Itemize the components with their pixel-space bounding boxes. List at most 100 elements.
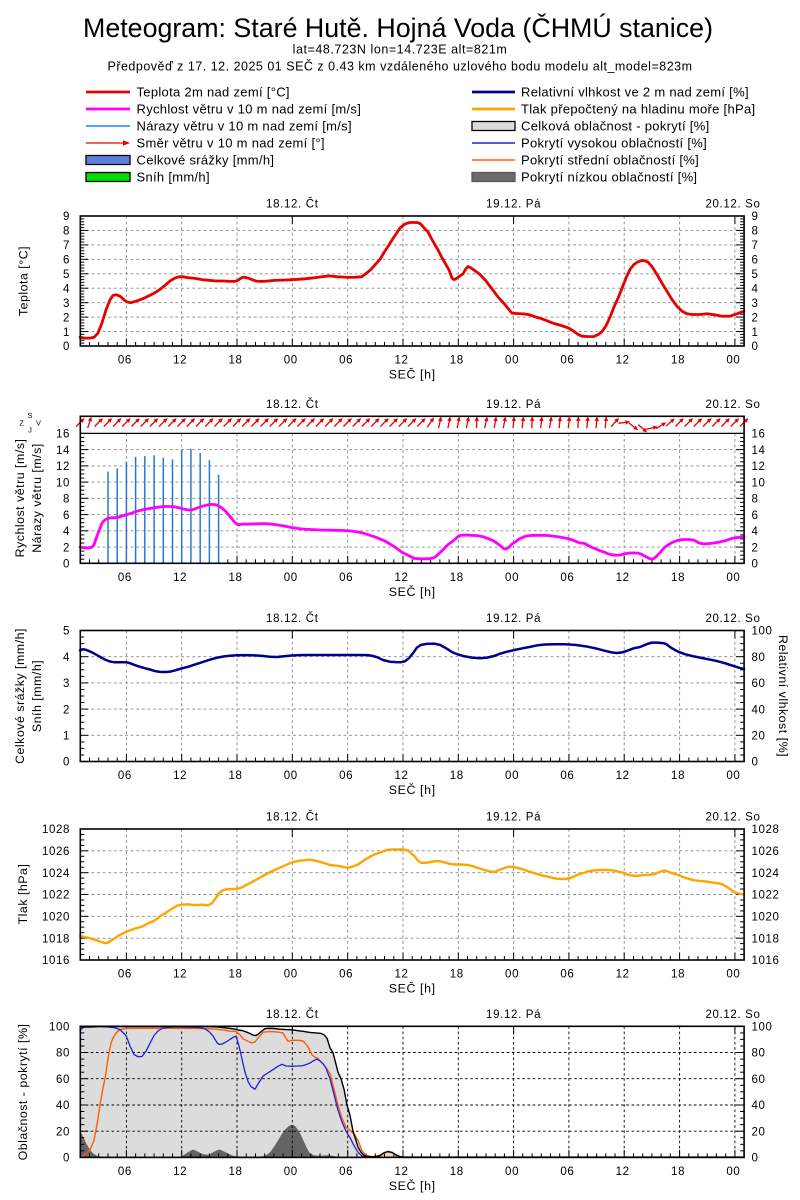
svg-text:06: 06	[560, 969, 574, 981]
svg-text:1028: 1028	[752, 824, 780, 836]
svg-text:6: 6	[752, 510, 759, 522]
svg-text:12: 12	[173, 969, 187, 981]
svg-text:Meteogram: Staré Hutě. Hojná V: Meteogram: Staré Hutě. Hojná Voda (ČHMÚ …	[83, 12, 713, 43]
svg-text:4: 4	[752, 283, 759, 295]
svg-text:0: 0	[63, 559, 70, 571]
svg-text:18: 18	[450, 355, 464, 367]
svg-text:18.12. Čt: 18.12. Čt	[266, 612, 319, 625]
svg-text:Relativní vlhkost ve 2 m nad z: Relativní vlhkost ve 2 m nad zemí [%]	[521, 85, 749, 100]
svg-text:00: 00	[284, 572, 298, 584]
svg-text:06: 06	[118, 572, 132, 584]
svg-text:Sníh [mm/h]: Sníh [mm/h]	[137, 170, 210, 185]
svg-text:12: 12	[752, 461, 766, 473]
svg-text:1022: 1022	[752, 890, 780, 902]
svg-text:80: 80	[752, 652, 766, 664]
svg-text:10: 10	[752, 477, 766, 489]
svg-text:06: 06	[560, 1166, 574, 1178]
svg-text:Oblačnost - pokrytí [%]: Oblačnost - pokrytí [%]	[16, 1024, 30, 1161]
svg-text:7: 7	[752, 240, 759, 252]
svg-text:SEČ [h]: SEČ [h]	[389, 782, 436, 797]
svg-text:40: 40	[752, 704, 766, 716]
svg-text:18: 18	[671, 572, 685, 584]
svg-text:Celkové srážky [mm/h]: Celkové srážky [mm/h]	[137, 153, 275, 168]
svg-text:Směr větru v 10 m nad zemí [°]: Směr větru v 10 m nad zemí [°]	[137, 136, 325, 151]
svg-text:lat=48.723N lon=14.723E alt=82: lat=48.723N lon=14.723E alt=821m	[293, 43, 508, 57]
svg-text:6: 6	[752, 255, 759, 267]
svg-text:19.12. Pá: 19.12. Pá	[486, 399, 541, 411]
svg-text:Celková oblačnost - pokrytí [%: Celková oblačnost - pokrytí [%]	[521, 119, 710, 134]
svg-text:40: 40	[752, 1100, 766, 1112]
svg-text:40: 40	[56, 1100, 70, 1112]
svg-text:12: 12	[616, 572, 630, 584]
svg-text:20.12. So: 20.12. So	[705, 613, 760, 625]
svg-text:06: 06	[118, 1166, 132, 1178]
svg-text:Teplota 2m nad zemí [°C]: Teplota 2m nad zemí [°C]	[137, 85, 290, 100]
svg-text:2: 2	[752, 542, 759, 554]
svg-text:18: 18	[671, 969, 685, 981]
svg-text:4: 4	[63, 283, 70, 295]
svg-text:SEČ [h]: SEČ [h]	[389, 367, 436, 382]
svg-text:12: 12	[616, 969, 630, 981]
svg-text:20: 20	[56, 1126, 70, 1138]
svg-text:18: 18	[228, 355, 242, 367]
svg-text:12: 12	[394, 1166, 408, 1178]
svg-text:18.12. Čt: 18.12. Čt	[266, 811, 319, 824]
svg-text:12: 12	[616, 1166, 630, 1178]
svg-text:18.12. Čt: 18.12. Čt	[266, 398, 319, 411]
svg-text:14: 14	[752, 445, 766, 457]
svg-text:06: 06	[339, 969, 353, 981]
svg-text:20.12. So: 20.12. So	[705, 199, 760, 211]
svg-text:Tlak přepočtený na hladinu moř: Tlak přepočtený na hladinu moře [hPa]	[521, 102, 755, 117]
svg-text:6: 6	[63, 510, 70, 522]
svg-text:1018: 1018	[752, 933, 780, 945]
svg-text:1: 1	[63, 327, 70, 339]
svg-text:00: 00	[505, 969, 519, 981]
svg-text:00: 00	[284, 770, 298, 782]
svg-text:16: 16	[56, 429, 70, 441]
svg-text:12: 12	[173, 1166, 187, 1178]
svg-text:19.12. Pá: 19.12. Pá	[486, 613, 541, 625]
svg-text:60: 60	[56, 1074, 70, 1086]
svg-text:4: 4	[752, 526, 759, 538]
svg-text:12: 12	[173, 770, 187, 782]
svg-text:60: 60	[752, 678, 766, 690]
svg-text:18: 18	[450, 1166, 464, 1178]
svg-text:V: V	[36, 419, 41, 428]
svg-text:1016: 1016	[42, 955, 70, 967]
svg-text:16: 16	[752, 429, 766, 441]
svg-text:18: 18	[671, 770, 685, 782]
svg-text:06: 06	[339, 355, 353, 367]
svg-text:9: 9	[752, 211, 759, 223]
svg-text:1024: 1024	[42, 868, 70, 880]
svg-text:1020: 1020	[42, 912, 70, 924]
svg-text:00: 00	[726, 1166, 740, 1178]
svg-text:6: 6	[63, 255, 70, 267]
svg-text:8: 8	[63, 494, 70, 506]
svg-text:S: S	[27, 411, 32, 420]
svg-text:00: 00	[505, 572, 519, 584]
svg-text:Teplota [°C]: Teplota [°C]	[17, 246, 31, 316]
svg-text:8: 8	[752, 226, 759, 238]
svg-text:8: 8	[752, 494, 759, 506]
svg-text:0: 0	[752, 1153, 759, 1165]
svg-text:5: 5	[63, 626, 70, 638]
svg-text:06: 06	[560, 770, 574, 782]
svg-text:60: 60	[752, 1074, 766, 1086]
svg-text:12: 12	[173, 355, 187, 367]
svg-text:1028: 1028	[42, 824, 70, 836]
svg-text:2: 2	[752, 312, 759, 324]
svg-text:19.12. Pá: 19.12. Pá	[486, 199, 541, 211]
svg-text:1024: 1024	[752, 868, 780, 880]
svg-text:3: 3	[63, 298, 70, 310]
svg-text:14: 14	[56, 445, 70, 457]
svg-text:0: 0	[752, 757, 759, 769]
svg-text:06: 06	[339, 1166, 353, 1178]
svg-text:00: 00	[726, 572, 740, 584]
svg-text:Předpověď z 17. 12. 2025 01 SE: Předpověď z 17. 12. 2025 01 SEČ z 0.43 k…	[107, 59, 692, 74]
svg-text:00: 00	[726, 770, 740, 782]
svg-text:1026: 1026	[752, 846, 780, 858]
svg-text:Sníh [mm/h]: Sníh [mm/h]	[30, 660, 44, 732]
svg-text:0: 0	[752, 341, 759, 353]
svg-text:1022: 1022	[42, 890, 70, 902]
svg-text:20.12. So: 20.12. So	[705, 1009, 760, 1021]
